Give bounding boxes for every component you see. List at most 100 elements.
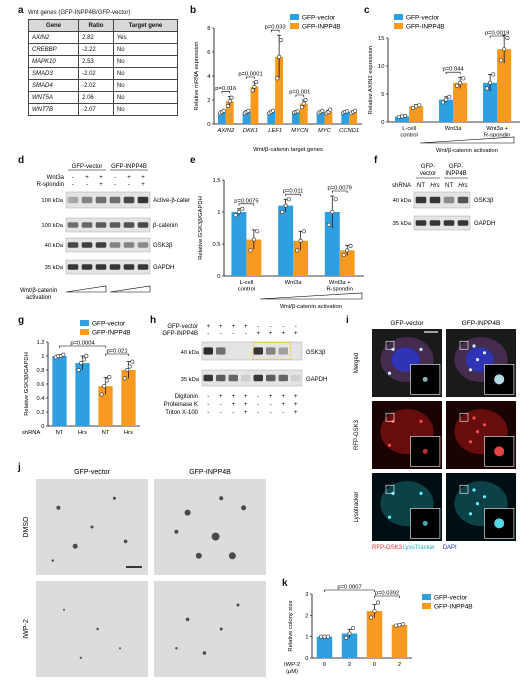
data-point: [298, 238, 303, 243]
column-label-vector: GFP-vector: [390, 320, 424, 327]
row-sign: +: [256, 331, 260, 337]
rspondin-sign: -: [128, 182, 130, 188]
legend-label-inpp4b: GFP-INPP4B: [302, 24, 341, 31]
blot-h-gapdh-band: [278, 374, 288, 382]
x-axis-label: Wnt/β-catenin activation: [436, 148, 498, 154]
panel-label-d: d: [18, 155, 25, 166]
legend-swatch-inpp4b: [290, 23, 299, 29]
blot-h-gapdh-band: [241, 374, 251, 382]
data-point: [127, 364, 132, 369]
channel-legend-1: LysoTracker: [402, 545, 435, 551]
table-cell: -2.22: [78, 43, 114, 56]
p-value-label: p=0.0019: [485, 31, 509, 37]
y-tick-label: 8: [207, 26, 210, 32]
x-axis-label-unit: (μM): [286, 669, 298, 675]
blot-f-gapdh-band: [429, 220, 441, 226]
puncta: [387, 443, 392, 447]
blot-h-gsk-band: [266, 347, 276, 355]
shrna-lane: NT: [445, 183, 453, 189]
row-label: GFP-INPP4B: [162, 331, 198, 337]
legend-swatch-vector: [290, 14, 299, 20]
blot-d-2-band: [109, 242, 121, 248]
data-point: [233, 213, 238, 218]
y-tick-label: 6: [207, 50, 210, 56]
data-point: [104, 378, 109, 383]
blot-h-gapdh-membrane: [201, 369, 303, 387]
puncta: [387, 515, 392, 519]
colony: [236, 603, 240, 607]
panel-label-j: j: [18, 462, 21, 473]
bar-vector: [75, 363, 90, 426]
x-tick-label: Wnt3a +: [329, 280, 351, 286]
rspondin-sign: -: [114, 182, 116, 188]
row-sign: +: [294, 331, 298, 337]
x-tick-label: 0: [373, 662, 376, 668]
table-row: MAPK10 2.53 No: [27, 55, 179, 68]
wnt3a-sign: +: [141, 175, 145, 181]
row-label: GFP-vector: [167, 324, 198, 330]
significance-bracket: [270, 29, 280, 33]
y-tick-label: 0: [381, 120, 384, 126]
table-cell: SMAD4: [27, 79, 80, 92]
data-point: [347, 631, 352, 636]
panel-label-g: g: [18, 315, 25, 326]
data-point: [417, 103, 422, 108]
row-label: Digitonin: [175, 394, 198, 400]
x-axis-label: Wnt/β-catenin activation: [280, 304, 342, 310]
blot-d-3-band: [95, 264, 107, 270]
data-point: [502, 47, 507, 52]
blot-d-1-membrane: [65, 217, 151, 233]
kda-label: 40 kDa: [45, 243, 64, 249]
column-label-vector: GFP-vector: [74, 469, 110, 476]
puncta: [419, 347, 423, 351]
row-sign: -: [220, 402, 222, 408]
table-header-0: Gene: [27, 19, 80, 32]
table-cell: -2.02: [78, 79, 114, 92]
blot-d-3-band: [137, 264, 149, 270]
table-cell: WNT7B: [27, 103, 80, 116]
blot-h-gsk-band: [216, 347, 226, 355]
rspondin-sign: +: [99, 182, 103, 188]
data-point: [397, 622, 402, 627]
bar-vector: [439, 99, 454, 122]
x-tick-label: Hrs: [124, 430, 133, 436]
x-tick-label: R-spondin: [484, 133, 510, 139]
bar-vector: [217, 112, 226, 124]
rspondin-sign: +: [141, 182, 145, 188]
y-tick-label: 10: [378, 64, 384, 70]
data-point: [454, 83, 459, 88]
bar-inpp4b: [121, 370, 136, 426]
data-point: [498, 58, 503, 63]
puncta: [475, 358, 480, 362]
data-point: [125, 367, 130, 372]
data-point: [396, 114, 401, 119]
row-sign: -: [270, 410, 272, 416]
shrna-label: shRNA: [392, 183, 411, 189]
blot-d-0-band: [81, 196, 93, 204]
bar-vector: [52, 356, 67, 426]
p-value-label: p=0.021: [106, 349, 127, 355]
row-sign: +: [244, 394, 248, 400]
bar-vector: [324, 212, 340, 276]
data-point: [491, 72, 496, 77]
wnt3a-sign: +: [85, 175, 89, 181]
shrna-lane: Hrs: [430, 183, 439, 189]
puncta: [472, 488, 476, 492]
legend-label-vector: GFP-vector: [406, 15, 440, 22]
data-point: [286, 197, 291, 202]
data-point: [277, 54, 282, 59]
panel-a-table: Wnt genes (GFP-INPP4B/GFP-vector) Gene Ra…: [27, 10, 179, 116]
bar-vector: [316, 636, 333, 658]
puncta: [419, 491, 423, 495]
puncta: [387, 371, 392, 375]
colony: [56, 505, 61, 510]
data-point: [81, 357, 86, 362]
y-tick-label: 1.5: [212, 178, 220, 184]
row-sign: -: [295, 324, 297, 330]
p-value-label: p=0.0392: [375, 591, 399, 597]
blot-d-0-band: [137, 196, 149, 204]
x-tick-label: Hrs: [78, 430, 87, 436]
data-point: [84, 353, 89, 358]
y-tick-label: 15: [378, 36, 384, 42]
y-tick-label: 0: [305, 656, 308, 662]
